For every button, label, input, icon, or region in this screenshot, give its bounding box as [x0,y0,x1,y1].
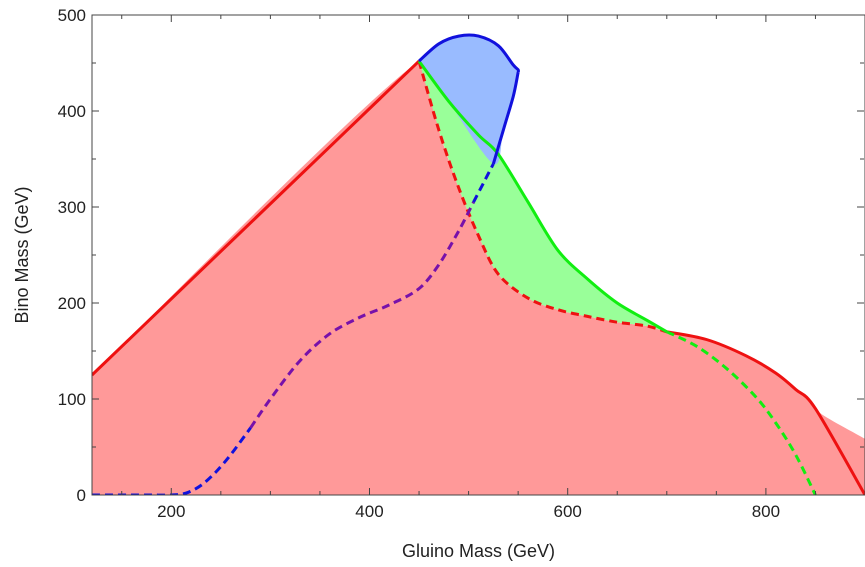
curve-red-solid-1 [666,330,865,495]
region-blue-fill-2 [419,35,519,165]
x-tick-label: 400 [355,502,383,521]
y-tick-label: 0 [77,486,86,505]
x-tick-label: 800 [752,502,780,521]
x-axis-title: Gluino Mass (GeV) [402,541,555,561]
curve-purple-dashed-8 [249,201,475,429]
curve-red-dashed-2 [417,60,668,334]
x-tick-label: 600 [554,502,582,521]
y-tick-label: 200 [58,294,86,313]
region-red-fill-0 [92,51,865,495]
curve-red-solid-0 [92,59,421,377]
curve-green-dashed-4 [666,330,817,495]
x-tick-label: 200 [157,502,185,521]
curve-blue-solid-6 [491,72,520,165]
y-tick-label: 300 [58,198,86,217]
y-axis-title: Bino Mass (GeV) [12,186,32,323]
boundary-curves [92,33,865,495]
filled-regions [92,35,865,495]
curve-blue-solid-5 [417,33,520,73]
y-tick-label: 500 [58,6,86,25]
ticks: 200 400 600 800 0 100 200 300 400 500 [58,6,864,521]
curve-green-solid-3 [417,60,668,334]
curve-blue-dashed-9 [472,163,495,203]
region-green-fill-1 [419,61,667,332]
y-tick-label: 400 [58,102,86,121]
y-tick-label: 100 [58,390,86,409]
